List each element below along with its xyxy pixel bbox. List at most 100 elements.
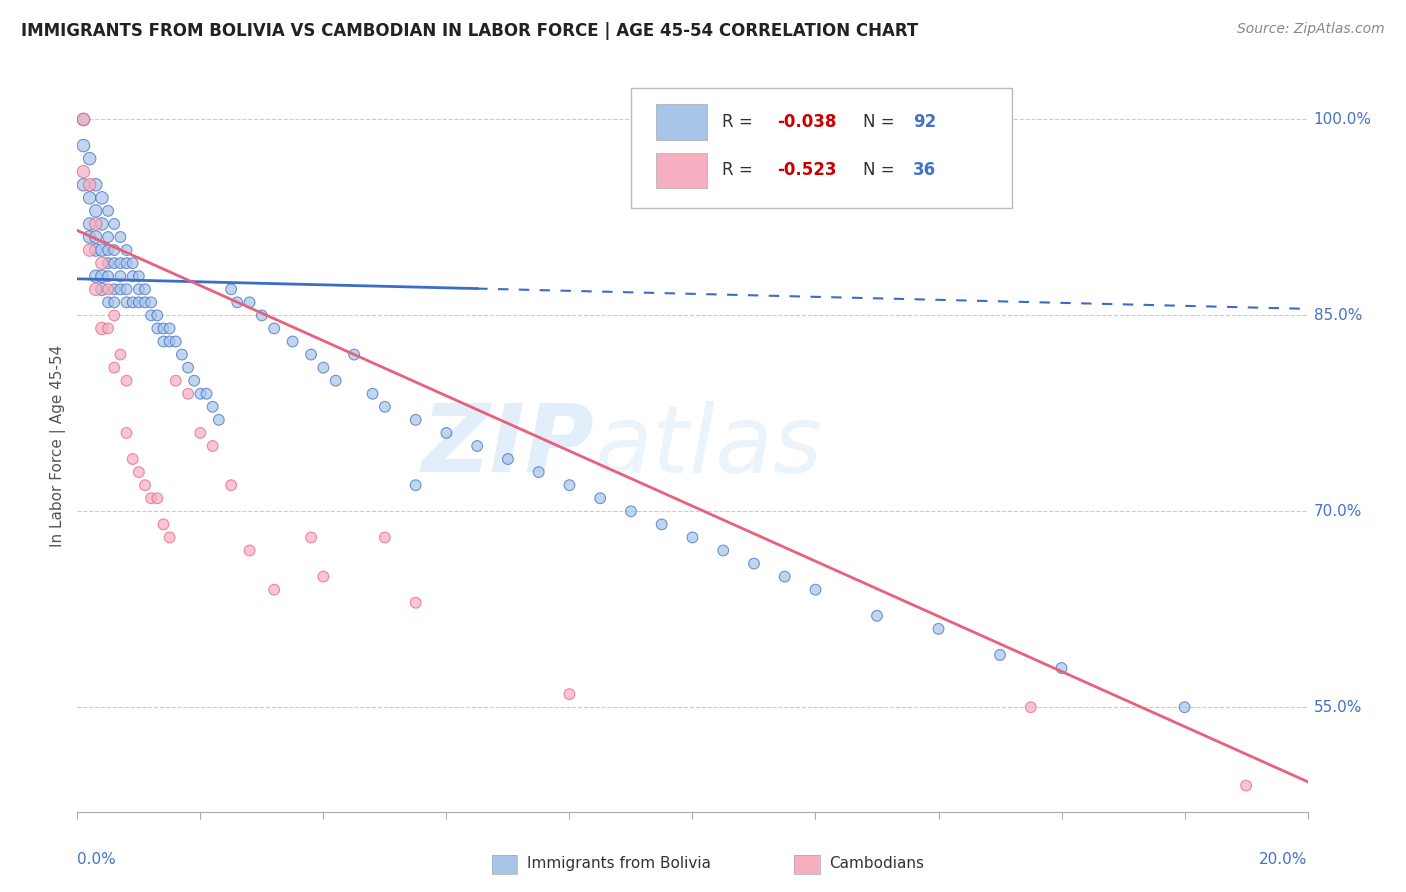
Point	[115, 256, 138, 270]
Point	[84, 243, 107, 257]
Point	[183, 374, 205, 388]
Point	[188, 425, 212, 440]
Point	[146, 309, 169, 323]
Point	[239, 543, 262, 558]
Point	[988, 648, 1011, 662]
Point	[110, 256, 132, 270]
Point	[115, 425, 138, 440]
Point	[110, 348, 132, 362]
Point	[72, 112, 94, 127]
Point	[1234, 779, 1257, 793]
Point	[299, 530, 322, 544]
Point	[152, 334, 174, 349]
Text: atlas: atlas	[595, 401, 823, 491]
Point	[79, 243, 101, 257]
Point	[97, 321, 120, 335]
Point	[121, 256, 143, 270]
Point	[84, 282, 107, 296]
Point	[405, 596, 427, 610]
FancyBboxPatch shape	[655, 153, 707, 188]
Point	[263, 321, 285, 335]
Point	[72, 165, 94, 179]
Point	[312, 360, 335, 375]
Point	[128, 295, 150, 310]
Point	[141, 309, 163, 323]
Point	[651, 517, 673, 532]
Point	[742, 557, 765, 571]
Point	[115, 295, 138, 310]
Text: -0.523: -0.523	[778, 161, 837, 179]
Point	[97, 282, 120, 296]
Point	[115, 243, 138, 257]
Point	[1050, 661, 1073, 675]
Point	[928, 622, 950, 636]
Point	[110, 282, 132, 296]
Point	[208, 413, 231, 427]
Point	[177, 360, 200, 375]
Point	[97, 230, 120, 244]
Point	[281, 334, 304, 349]
Text: -0.038: -0.038	[778, 113, 837, 131]
Point	[72, 138, 94, 153]
Point	[134, 478, 156, 492]
Point	[219, 282, 242, 296]
Point	[134, 282, 156, 296]
Text: R =: R =	[723, 113, 752, 131]
Point	[134, 295, 156, 310]
Point	[84, 217, 107, 231]
Y-axis label: In Labor Force | Age 45-54: In Labor Force | Age 45-54	[51, 345, 66, 547]
Point	[90, 243, 114, 257]
Point	[146, 491, 169, 506]
Point	[103, 282, 125, 296]
Text: 0.0%: 0.0%	[77, 852, 117, 867]
Text: 92: 92	[912, 113, 936, 131]
Point	[465, 439, 488, 453]
Point	[558, 687, 581, 701]
Point	[121, 295, 143, 310]
Point	[405, 478, 427, 492]
Text: Cambodians: Cambodians	[830, 856, 925, 871]
Point	[866, 608, 889, 623]
Point	[558, 478, 581, 492]
Point	[128, 282, 150, 296]
Point	[165, 334, 187, 349]
Point	[121, 269, 143, 284]
Point	[128, 465, 150, 479]
Point	[177, 386, 200, 401]
Text: ZIP: ZIP	[422, 400, 595, 492]
Point	[79, 191, 101, 205]
Point	[141, 491, 163, 506]
Point	[152, 321, 174, 335]
Point	[405, 413, 427, 427]
Point	[152, 517, 174, 532]
Point	[115, 374, 138, 388]
Point	[146, 321, 169, 335]
Point	[121, 452, 143, 467]
Point	[159, 530, 181, 544]
Point	[97, 269, 120, 284]
Text: 36: 36	[912, 161, 936, 179]
Point	[527, 465, 550, 479]
Point	[159, 321, 181, 335]
Point	[165, 374, 187, 388]
Point	[128, 269, 150, 284]
Point	[201, 400, 224, 414]
Point	[263, 582, 285, 597]
Point	[103, 243, 125, 257]
Point	[103, 360, 125, 375]
Point	[90, 269, 114, 284]
Point	[103, 295, 125, 310]
Point	[299, 348, 322, 362]
Point	[170, 348, 193, 362]
Point	[682, 530, 704, 544]
Point	[90, 191, 114, 205]
Text: Immigrants from Bolivia: Immigrants from Bolivia	[527, 856, 711, 871]
Point	[1019, 700, 1042, 714]
Point	[620, 504, 643, 518]
FancyBboxPatch shape	[631, 87, 1012, 209]
Point	[239, 295, 262, 310]
Point	[773, 569, 796, 583]
Point	[97, 295, 120, 310]
Text: 70.0%: 70.0%	[1313, 504, 1362, 519]
Point	[226, 295, 249, 310]
